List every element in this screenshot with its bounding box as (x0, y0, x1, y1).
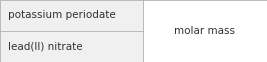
Bar (143, 0, 267, 62)
Text: molar mass: molar mass (174, 26, 235, 36)
Bar (0, 31, 143, 62)
Text: lead(II) nitrate: lead(II) nitrate (8, 41, 83, 52)
Bar (0, 0, 143, 31)
Text: potassium periodate: potassium periodate (8, 10, 116, 21)
